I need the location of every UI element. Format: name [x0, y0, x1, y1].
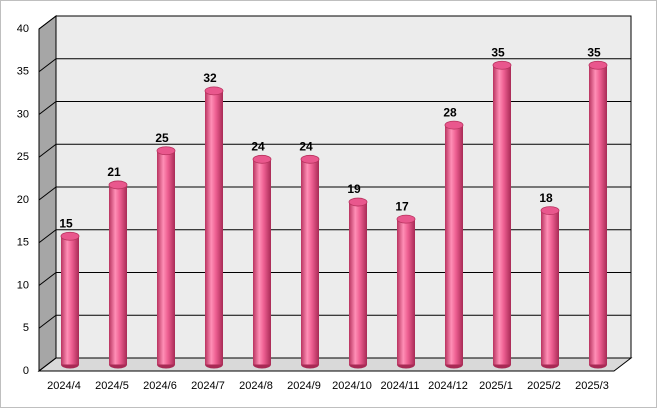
grid-line-side — [38, 186, 57, 201]
bar — [205, 90, 223, 365]
bar-cap — [396, 214, 416, 224]
bar — [61, 236, 79, 365]
bar — [493, 65, 511, 365]
value-label: 21 — [107, 165, 121, 179]
grid-line-side — [38, 272, 57, 286]
bar — [397, 219, 415, 365]
y-tick-label: 30 — [17, 108, 29, 120]
bar — [253, 159, 271, 365]
grid-line-side — [38, 357, 57, 372]
grid-line-side — [38, 15, 57, 30]
grid-line-side — [38, 58, 57, 73]
x-tick-label: 2024/12 — [428, 380, 468, 392]
y-tick-label: 20 — [17, 194, 29, 206]
value-label: 15 — [59, 216, 73, 230]
value-label: 35 — [491, 45, 505, 59]
x-tick-label: 2024/8 — [239, 380, 273, 392]
bar — [541, 210, 559, 365]
value-label: 18 — [539, 191, 553, 205]
x-tick-label: 2024/5 — [95, 380, 129, 392]
grid-line-side — [38, 143, 57, 158]
bar-cap — [348, 197, 368, 207]
value-label: 28 — [443, 105, 457, 119]
bar — [589, 65, 607, 365]
y-tick-label: 5 — [23, 322, 29, 334]
value-label: 24 — [251, 139, 265, 153]
x-tick-label: 2024/10 — [332, 380, 372, 392]
y-tick-label: 40 — [17, 23, 29, 35]
grid-line-side — [38, 101, 57, 115]
bar-cap — [60, 231, 80, 241]
x-tick-label: 2025/1 — [479, 380, 513, 392]
bar-cap — [156, 146, 176, 156]
bar — [157, 150, 175, 365]
x-tick-label: 2024/4 — [47, 380, 81, 392]
grid-line-side — [38, 229, 57, 244]
y-tick-label: 35 — [17, 66, 29, 78]
bar-cap — [540, 206, 560, 216]
y-tick-label: 10 — [17, 279, 29, 291]
x-tick-label: 2025/2 — [527, 380, 561, 392]
bar-cap — [204, 86, 224, 96]
value-label: 19 — [347, 182, 361, 196]
y-tick-label: 0 — [23, 365, 29, 377]
value-label: 35 — [587, 45, 601, 59]
grid-line-side — [38, 314, 57, 329]
bar — [301, 159, 319, 365]
bar — [349, 202, 367, 365]
bar-cap — [588, 60, 608, 70]
bar-cap — [444, 120, 464, 130]
y-tick-label: 15 — [17, 237, 29, 249]
x-tick-label: 2024/6 — [143, 380, 177, 392]
bar — [445, 125, 463, 365]
bar-cap — [108, 180, 128, 190]
bar-cap — [252, 154, 272, 164]
x-tick-label: 2025/3 — [575, 380, 609, 392]
bar — [109, 184, 127, 365]
x-tick-label: 2024/11 — [381, 380, 420, 392]
x-tick-label: 2024/9 — [287, 380, 321, 392]
value-label: 24 — [299, 139, 313, 153]
bar-cap — [492, 60, 512, 70]
value-label: 17 — [395, 199, 409, 213]
bar-cap — [300, 154, 320, 164]
value-label: 25 — [155, 131, 169, 145]
value-label: 32 — [203, 71, 217, 85]
x-tick-label: 2024/7 — [191, 380, 225, 392]
y-tick-label: 25 — [17, 151, 29, 163]
